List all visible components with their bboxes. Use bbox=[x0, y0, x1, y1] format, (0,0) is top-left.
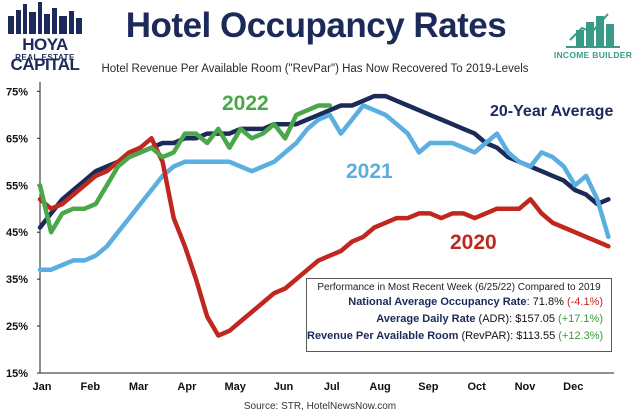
y-tick-labels: 15% 25% 35% 45% 55% 65% 75% bbox=[6, 86, 40, 380]
y-tick-label: 75% bbox=[6, 86, 28, 98]
chart-title: Hotel Occupancy Rates bbox=[125, 6, 507, 45]
series-line-y2020 bbox=[37, 136, 611, 338]
y-tick-label: 65% bbox=[6, 133, 28, 145]
revpar-value: : $113.55 bbox=[510, 330, 556, 342]
annotation-row-revpar: Revenue Per Available Room (RevPAR): $11… bbox=[307, 330, 611, 342]
adr-label: Average Daily Rate bbox=[376, 313, 476, 325]
occupancy-label: National Average Occupancy Rate bbox=[348, 296, 527, 308]
x-tick-label: Oct bbox=[468, 381, 487, 393]
adr-change: (+17.1%) bbox=[558, 313, 603, 325]
building-chart-icon bbox=[566, 13, 620, 48]
occupancy-change: (-4.1%) bbox=[566, 296, 603, 308]
y-tick-label: 35% bbox=[6, 274, 28, 286]
series-label-y2020: 2020 bbox=[450, 231, 497, 254]
right-logo-text: INCOME BUILDER bbox=[553, 50, 633, 60]
series-labels: 2022 20-Year Average 2021 2020 bbox=[222, 92, 613, 254]
y-tick-label: 25% bbox=[6, 321, 28, 333]
annotation-row-adr: Average Daily Rate (ADR): $157.05 (+17.1… bbox=[307, 313, 611, 325]
performance-annotation-box: Performance in Most Recent Week (6/25/22… bbox=[306, 278, 612, 352]
left-logo-subtext: REAL ESTATE bbox=[15, 53, 75, 62]
left-logo-text: HOYA CAPITAL bbox=[10, 35, 80, 74]
x-tick-label: Mar bbox=[129, 381, 149, 393]
revpar-label: Revenue Per Available Room bbox=[307, 330, 459, 342]
skyline-icon bbox=[8, 2, 82, 34]
adr-label-suffix: (ADR) bbox=[475, 313, 510, 325]
series-lines bbox=[37, 93, 611, 338]
chart-subtitle: Hotel Revenue Per Available Room ("RevPa… bbox=[101, 63, 529, 75]
series-label-y2022: 2022 bbox=[222, 92, 269, 115]
x-tick-label: Jul bbox=[324, 381, 340, 393]
series-line-y2022 bbox=[37, 103, 333, 235]
annotation-heading: Performance in Most Recent Week (6/25/22… bbox=[317, 282, 601, 293]
revpar-change: (+12.3%) bbox=[558, 330, 604, 342]
x-tick-label: Sep bbox=[418, 381, 438, 393]
hoya-capital-logo: HOYA CAPITAL REAL ESTATE bbox=[2, 2, 88, 74]
x-tick-labels: Jan Feb Mar Apr May Jun Jul Aug Sep Oct Nov Dec bbox=[33, 381, 584, 393]
x-tick-label: Nov bbox=[515, 381, 537, 393]
x-tick-label: May bbox=[224, 381, 246, 393]
series-line-y2021 bbox=[37, 103, 611, 272]
y-tick-label: 55% bbox=[6, 180, 28, 192]
occupancy-value: : 71.8% bbox=[526, 296, 564, 308]
income-builder-logo: INCOME BUILDER bbox=[548, 10, 638, 62]
x-tick-label: Apr bbox=[177, 381, 197, 393]
x-tick-label: Aug bbox=[369, 381, 390, 393]
series-label-avg: 20-Year Average bbox=[490, 103, 613, 120]
x-tick-label: Dec bbox=[563, 381, 583, 393]
y-tick-label: 45% bbox=[6, 227, 28, 239]
adr-value: : $157.05 bbox=[509, 313, 555, 325]
y-tick-label: 15% bbox=[6, 368, 28, 380]
x-tick-label: Feb bbox=[81, 381, 101, 393]
revpar-label-suffix: (RevPAR) bbox=[458, 330, 511, 342]
series-label-y2021: 2021 bbox=[346, 160, 393, 183]
x-tick-label: Jan bbox=[33, 381, 52, 393]
source-note: Source: STR, HotelNewsNow.com bbox=[243, 401, 397, 412]
x-tick-label: Jun bbox=[274, 381, 294, 393]
annotation-row-occupancy: National Average Occupancy Rate: 71.8% (… bbox=[307, 296, 611, 308]
